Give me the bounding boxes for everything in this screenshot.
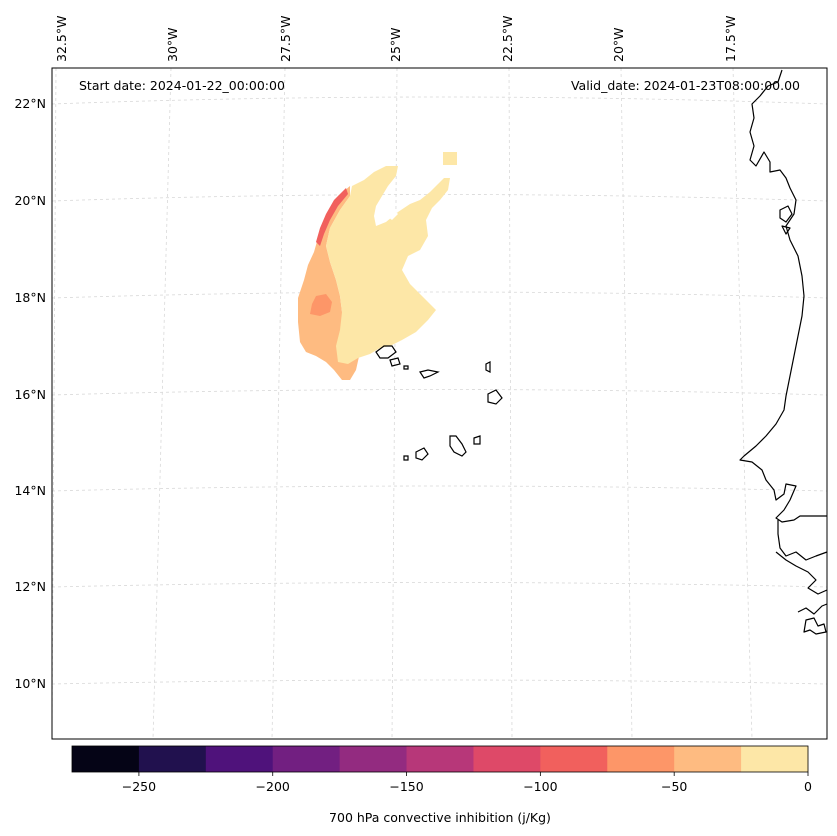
lon-label-27-5w: 27.5°W [278, 16, 293, 62]
colorbar-tick-label: −150 [389, 779, 423, 794]
colorbar-border [71, 745, 809, 773]
coastline-gambia-guinea-bissau [777, 520, 828, 561]
lon-label-17-5w: 17.5°W [723, 16, 738, 62]
map-frame-border [51, 67, 828, 740]
island-santo-antao [375, 345, 397, 359]
meridian-27-5w [271, 67, 286, 740]
island-fogo [415, 447, 429, 461]
meridian-gridlines [51, 67, 753, 740]
island-santa-luzia [403, 365, 409, 370]
lon-label-32-5w: 32.5°W [54, 16, 69, 62]
cin-region-red-orange [316, 188, 348, 246]
colorbar-swatch [741, 746, 809, 772]
start-date-label: Start date: 2024-01-22_00:00:00 [79, 78, 285, 93]
coastline-guinea [797, 603, 828, 615]
cin-region-light-patch [443, 152, 457, 165]
lon-label-22-5w: 22.5°W [500, 16, 515, 62]
parallel-12n [51, 582, 828, 588]
parallel-gridlines [51, 96, 828, 685]
colorbar-swatch [540, 746, 608, 772]
colorbar-swatch [138, 746, 207, 772]
valid-date-label: Valid_date: 2024-01-23T08:00:00.00 [571, 78, 800, 93]
lat-label-16n: 16°N [14, 387, 46, 402]
island-sao-nicolau [419, 369, 440, 379]
colorbar-swatch [473, 746, 541, 772]
lat-label-10n: 10°N [14, 676, 46, 691]
coastline-bijagos [775, 551, 828, 595]
cin-region-notch [384, 208, 398, 220]
colorbar-swatch [607, 746, 675, 772]
lat-label-18n: 18°N [14, 290, 46, 305]
island-santiago [449, 435, 467, 457]
coastline-mauritania-senegal [739, 69, 827, 523]
african-coastline [739, 69, 828, 635]
parallel-16n [51, 389, 828, 396]
island-boa-vista [487, 389, 503, 405]
coastline-bay-fragment [781, 225, 791, 235]
lat-label-14n: 14°N [14, 483, 46, 498]
coastline-guinea-islands [803, 617, 827, 635]
colorbar-label: 700 hPa convective inhibition (j/Kg) [329, 810, 551, 825]
colorbar-tick-label: −200 [256, 779, 290, 794]
colorbar: −250 −200 −150 −100 −50 0 [71, 745, 812, 794]
island-sao-vicente [389, 357, 401, 367]
longitude-labels: 32.5°W 30°W 27.5°W 25°W 22.5°W 20°W 17.5… [54, 16, 738, 62]
colorbar-swatch [72, 746, 140, 772]
colorbar-swatch [205, 746, 274, 772]
lat-label-20n: 20°N [14, 193, 46, 208]
colorbar-tick-label: −50 [661, 779, 687, 794]
cin-region-light [326, 166, 450, 364]
lon-label-20w: 20°W [611, 27, 626, 62]
parallel-20n [51, 194, 828, 202]
lon-label-30w: 30°W [165, 27, 180, 62]
colorbar-tick-label: −100 [523, 779, 557, 794]
meridian-32-5w [51, 67, 57, 740]
meridian-30w [152, 67, 172, 740]
colorbar-swatch [406, 746, 474, 772]
meridian-22-5w [508, 67, 513, 740]
colorbar-swatch [339, 746, 408, 772]
colorbar-tick-label: 0 [804, 779, 812, 794]
coastline-canary-fragment [779, 205, 793, 223]
latitude-labels: 22°N 20°N 18°N 16°N 14°N 12°N 10°N [14, 96, 46, 691]
cin-region-orange [310, 294, 332, 316]
map-frame-background [52, 68, 827, 739]
parallel-18n [51, 291, 828, 299]
meridian-17-5w [732, 67, 753, 740]
meridian-20w [620, 67, 633, 740]
parallel-22n [51, 96, 828, 105]
colorbar-swatch [272, 746, 341, 772]
island-brava [403, 455, 409, 461]
parallel-14n [51, 485, 828, 492]
cin-field [298, 152, 457, 380]
colorbar-swatch [674, 746, 742, 772]
parallel-10n [51, 679, 828, 685]
lat-label-12n: 12°N [14, 579, 46, 594]
lon-label-25w: 25°W [388, 27, 403, 62]
colorbar-tick-label: −250 [122, 779, 156, 794]
island-maio [473, 435, 481, 445]
island-sal [485, 361, 491, 373]
meridian-25w [391, 67, 398, 740]
cape-verde-islands [375, 345, 503, 461]
lat-label-22n: 22°N [14, 96, 46, 111]
